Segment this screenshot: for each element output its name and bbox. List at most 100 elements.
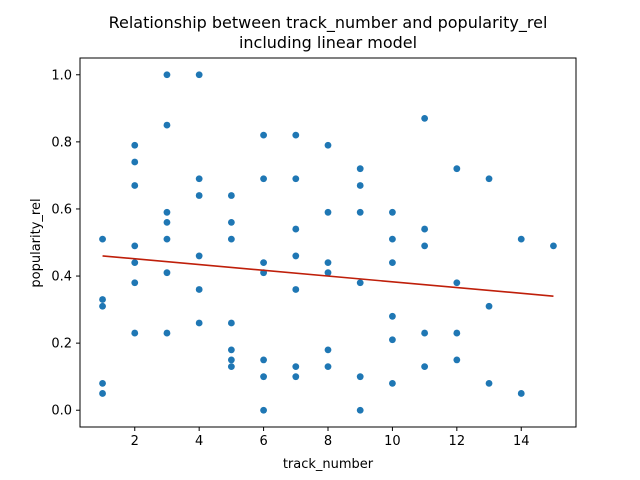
scatter-point <box>163 218 171 226</box>
scatter-point <box>421 225 429 233</box>
x-tick-label: 4 <box>195 434 203 449</box>
scatter-point <box>99 390 106 397</box>
scatter-point <box>260 259 267 267</box>
scatter-point <box>227 346 235 354</box>
scatter-point <box>227 192 235 199</box>
scatter-point <box>453 165 461 173</box>
chart-title: Relationship between track_number and po… <box>109 13 548 52</box>
scatter-point <box>131 259 139 267</box>
scatter-point <box>131 182 139 189</box>
scatter-point <box>356 406 364 414</box>
scatter-point <box>260 131 267 139</box>
scatter-point <box>517 235 525 243</box>
scatter-point <box>131 242 139 250</box>
scatter-point <box>99 379 106 387</box>
scatter-point <box>292 373 300 381</box>
scatter-point <box>324 346 332 354</box>
x-tick-label: 12 <box>449 434 466 449</box>
scatter-point <box>292 131 300 139</box>
scatter-point <box>324 363 332 371</box>
scatter-point <box>389 235 396 243</box>
scatter-point <box>324 208 332 216</box>
scatter-point <box>163 71 171 79</box>
scatter-point <box>131 141 139 149</box>
scatter-point <box>324 269 332 277</box>
scatter-point <box>421 242 429 250</box>
scatter-point <box>195 286 203 293</box>
scatter-point <box>163 235 171 243</box>
y-tick-label: 0.2 <box>51 337 72 352</box>
scatter-point <box>356 208 364 216</box>
plot-area-frame <box>79 57 577 428</box>
scatter-point <box>99 302 106 310</box>
scatter-point <box>292 252 300 260</box>
scatter-point <box>227 363 235 371</box>
scatter-point <box>131 329 139 337</box>
y-tick-label: 0.6 <box>51 202 72 217</box>
x-axis-label: track_number <box>283 457 374 472</box>
scatter-point <box>195 192 203 199</box>
y-tick-label: 0.4 <box>51 270 72 285</box>
scatter-points <box>99 71 557 414</box>
chart-title-line: Relationship between track_number and po… <box>109 13 548 33</box>
x-tick-label: 14 <box>513 434 530 449</box>
scatter-point <box>356 373 364 381</box>
x-axis-ticks: 2 4 6 8 10 12 14 <box>131 427 530 449</box>
scatter-point <box>421 329 429 337</box>
scatter-point <box>227 235 235 243</box>
scatter-point <box>195 71 203 79</box>
scatter-point <box>324 141 332 149</box>
scatter-point <box>389 312 396 320</box>
scatter-point <box>163 269 171 277</box>
scatter-point <box>195 319 203 327</box>
x-tick-label: 2 <box>131 434 139 449</box>
scatter-point <box>227 356 235 364</box>
scatter-point <box>453 329 461 337</box>
scatter-point <box>227 218 235 226</box>
scatter-point <box>99 296 106 303</box>
chart-title-line: including linear model <box>239 33 417 52</box>
scatter-point <box>421 114 429 122</box>
x-tick-label: 6 <box>259 434 267 449</box>
scatter-point <box>453 356 461 364</box>
x-tick-label: 8 <box>324 434 332 449</box>
scatter-point <box>99 235 106 243</box>
y-tick-label: 0.8 <box>51 135 72 150</box>
scatter-point <box>356 279 364 287</box>
scatter-point <box>227 319 235 327</box>
scatter-point <box>356 165 364 173</box>
scatter-point <box>389 336 396 344</box>
scatter-point <box>356 182 364 189</box>
scatter-point <box>517 390 525 397</box>
scatter-point <box>453 279 461 287</box>
scatter-point <box>324 259 332 267</box>
linear-model-group <box>102 255 554 297</box>
scatter-point <box>292 225 300 233</box>
chart-title-text: Relationship between track_number and po… <box>109 13 548 52</box>
scatter-point <box>292 286 300 293</box>
linear-model-line <box>102 255 554 297</box>
scatter-point <box>260 373 267 381</box>
y-tick-label: 0.0 <box>51 404 72 419</box>
scatter-point <box>163 329 171 337</box>
scatter-point <box>550 242 557 250</box>
scatter-point <box>260 175 267 183</box>
scatter-point <box>421 363 429 371</box>
scatter-point <box>260 356 267 364</box>
scatter-point <box>163 208 171 216</box>
scatter-point <box>260 406 267 414</box>
y-tick-label: 1.0 <box>51 68 72 83</box>
scatter-point <box>195 175 203 183</box>
scatter-point <box>292 363 300 371</box>
y-axis-ticks: 0.0 0.2 0.4 0.6 0.8 1.0 <box>51 68 80 419</box>
y-axis-label: popularity_rel <box>29 198 44 287</box>
scatter-point <box>485 379 493 387</box>
x-tick-label: 10 <box>384 434 401 449</box>
scatter-point <box>292 175 300 183</box>
scatter-point <box>389 379 396 387</box>
scatter-point <box>131 279 139 287</box>
scatter-point <box>163 121 171 129</box>
scatter-point <box>389 208 396 216</box>
